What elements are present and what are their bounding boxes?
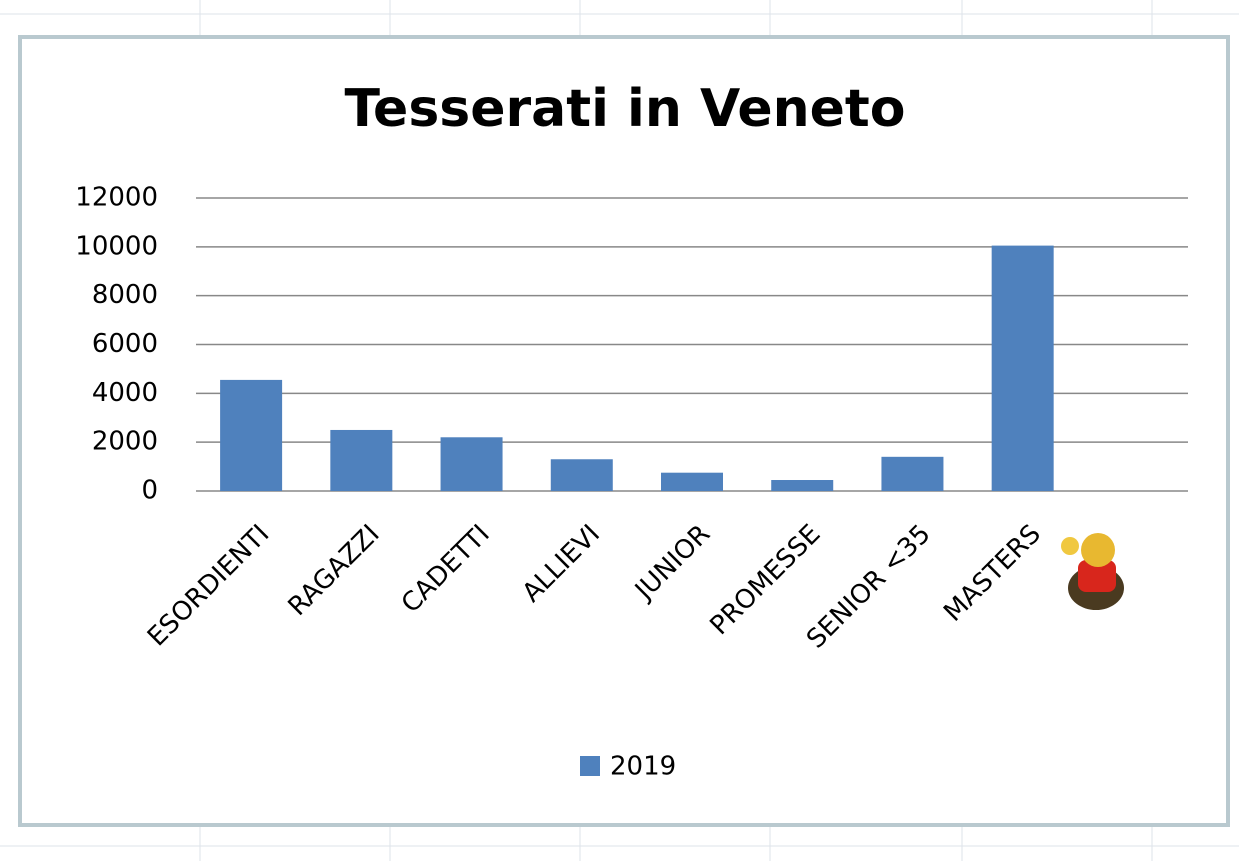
chart-title: Tesserati in Veneto xyxy=(344,79,905,139)
bar xyxy=(220,380,282,491)
bar xyxy=(551,459,613,491)
y-tick-label: 12000 xyxy=(75,183,158,213)
y-tick-label: 10000 xyxy=(75,231,158,261)
bar xyxy=(881,457,943,491)
legend-label: 2019 xyxy=(610,752,676,782)
y-tick-label: 2000 xyxy=(92,427,158,457)
bar xyxy=(661,473,723,491)
bar xyxy=(771,480,833,491)
page: Tesserati in Veneto 0 2000 4000 6000 8000 100… xyxy=(0,0,1239,861)
y-tick-label: 4000 xyxy=(92,378,158,408)
legend-swatch xyxy=(580,756,600,776)
chart: Tesserati in Veneto 0 2000 4000 6000 8000 100… xyxy=(0,0,1239,861)
y-tick-label: 6000 xyxy=(92,329,158,359)
bar xyxy=(441,437,503,491)
y-tick-label: 0 xyxy=(141,476,158,506)
bar xyxy=(330,430,392,491)
y-tick-label: 8000 xyxy=(92,280,158,310)
bar xyxy=(992,246,1054,491)
